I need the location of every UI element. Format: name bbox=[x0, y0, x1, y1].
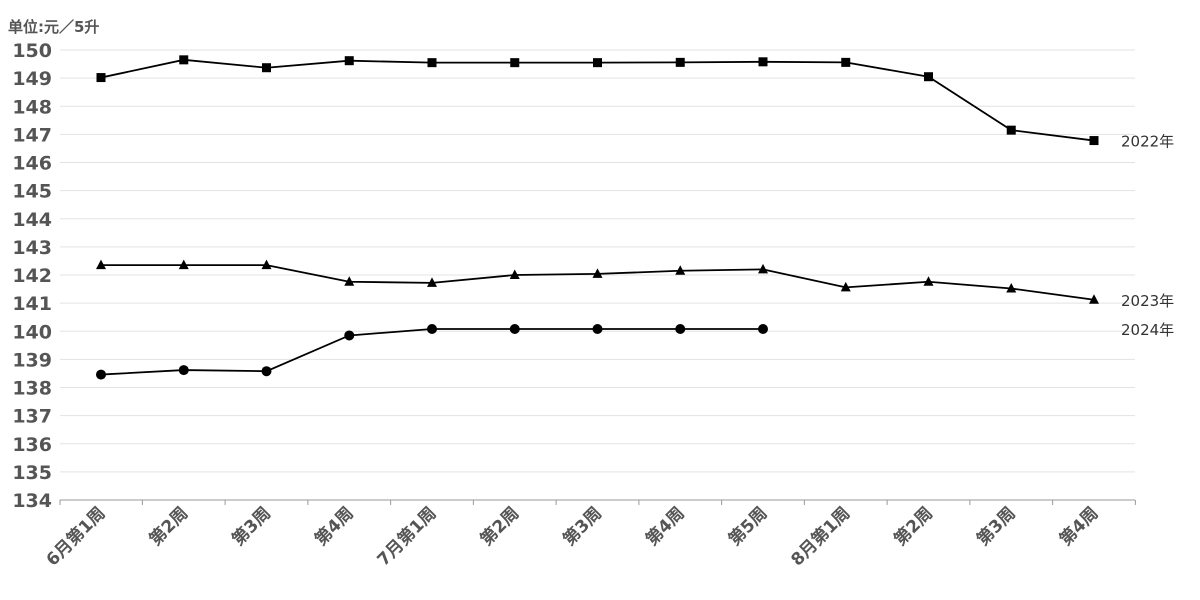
data-point bbox=[344, 276, 355, 286]
data-point bbox=[96, 259, 106, 270]
data-point bbox=[1006, 283, 1017, 293]
data-point bbox=[344, 56, 354, 66]
series-label: 2022年 bbox=[1121, 133, 1174, 151]
series-line bbox=[100, 58, 1095, 142]
x-tick-label: 6月第1周 bbox=[42, 503, 110, 571]
data-point bbox=[1089, 294, 1099, 304]
y-tick-label: 150 bbox=[12, 40, 52, 62]
data-point bbox=[96, 73, 106, 83]
data-point bbox=[509, 269, 520, 279]
data-point bbox=[427, 58, 437, 68]
y-tick-label: 146 bbox=[12, 153, 52, 175]
data-point bbox=[510, 58, 520, 68]
series-label: 2023年 bbox=[1121, 292, 1174, 310]
data-point bbox=[96, 369, 106, 380]
data-point bbox=[675, 324, 686, 334]
data-point bbox=[178, 259, 189, 270]
y-tick-label: 137 bbox=[12, 406, 52, 428]
unit-label: 单位:元／5升 bbox=[8, 18, 100, 36]
data-point bbox=[1006, 125, 1016, 135]
y-tick-label: 138 bbox=[12, 378, 52, 400]
y-tick-label: 134 bbox=[12, 490, 52, 512]
data-point bbox=[592, 268, 603, 278]
x-tick-label: 8月第1周 bbox=[787, 503, 855, 571]
data-point bbox=[841, 57, 851, 67]
data-point bbox=[758, 263, 768, 274]
data-point bbox=[262, 63, 271, 73]
x-tick-label: 第5周 bbox=[724, 503, 771, 550]
x-tick-label: 第4周 bbox=[311, 503, 358, 550]
y-tick-label: 136 bbox=[12, 434, 52, 456]
y-tick-label: 147 bbox=[12, 124, 52, 146]
data-point bbox=[261, 259, 272, 270]
data-point bbox=[509, 324, 520, 334]
data-point bbox=[675, 265, 686, 275]
data-point bbox=[179, 55, 189, 65]
data-point bbox=[758, 57, 768, 67]
x-tick-label: 7月第1周 bbox=[373, 503, 441, 571]
x-tick-label: 第4周 bbox=[642, 503, 689, 550]
data-point bbox=[923, 276, 934, 286]
data-point bbox=[344, 330, 355, 341]
y-tick-label: 149 bbox=[12, 68, 52, 90]
y-tick-label: 135 bbox=[12, 462, 52, 484]
x-axis-ticks: 6月第1周 第2周 第3周 第4周 7月第1周 第2周 第3周 第4周 第5周 8月第1周 第2周第… bbox=[42, 500, 1136, 571]
data-point bbox=[593, 58, 602, 68]
data-point bbox=[924, 72, 933, 82]
x-tick-label: 第3周 bbox=[228, 503, 275, 550]
y-tick-label: 141 bbox=[12, 293, 52, 315]
y-tick-label: 140 bbox=[12, 321, 52, 343]
x-tick-label: 第2周 bbox=[890, 503, 937, 550]
data-point bbox=[840, 281, 851, 292]
data-point bbox=[1089, 136, 1099, 146]
series-line bbox=[100, 328, 763, 376]
data-point bbox=[427, 277, 437, 287]
x-tick-label: 第2周 bbox=[476, 503, 523, 550]
y-tick-label: 145 bbox=[12, 181, 52, 203]
y-tick-label: 148 bbox=[12, 96, 52, 118]
grid-lines bbox=[60, 49, 1135, 473]
x-tick-label: 第2周 bbox=[145, 503, 192, 550]
x-tick-label: 第3周 bbox=[973, 503, 1020, 550]
x-tick-label: 第4周 bbox=[1055, 503, 1102, 550]
series-labels: 2022年 2023年 2024年 bbox=[1121, 133, 1174, 339]
y-tick-label: 142 bbox=[12, 265, 52, 287]
y-axis-ticks: 134 135 136 137 138 139 140 141 142 143 144 145 146 1… bbox=[12, 40, 52, 512]
x-tick-label: 第3周 bbox=[559, 503, 606, 550]
data-point bbox=[261, 366, 272, 377]
data-point bbox=[675, 57, 685, 67]
data-point bbox=[592, 324, 603, 334]
y-tick-label: 143 bbox=[12, 237, 52, 259]
y-tick-label: 139 bbox=[12, 349, 52, 371]
y-tick-label: 144 bbox=[12, 209, 52, 231]
series-group bbox=[96, 55, 1099, 380]
data-point bbox=[758, 324, 768, 334]
series-label: 2024年 bbox=[1121, 321, 1174, 339]
data-point bbox=[178, 365, 189, 376]
data-point bbox=[427, 324, 437, 334]
